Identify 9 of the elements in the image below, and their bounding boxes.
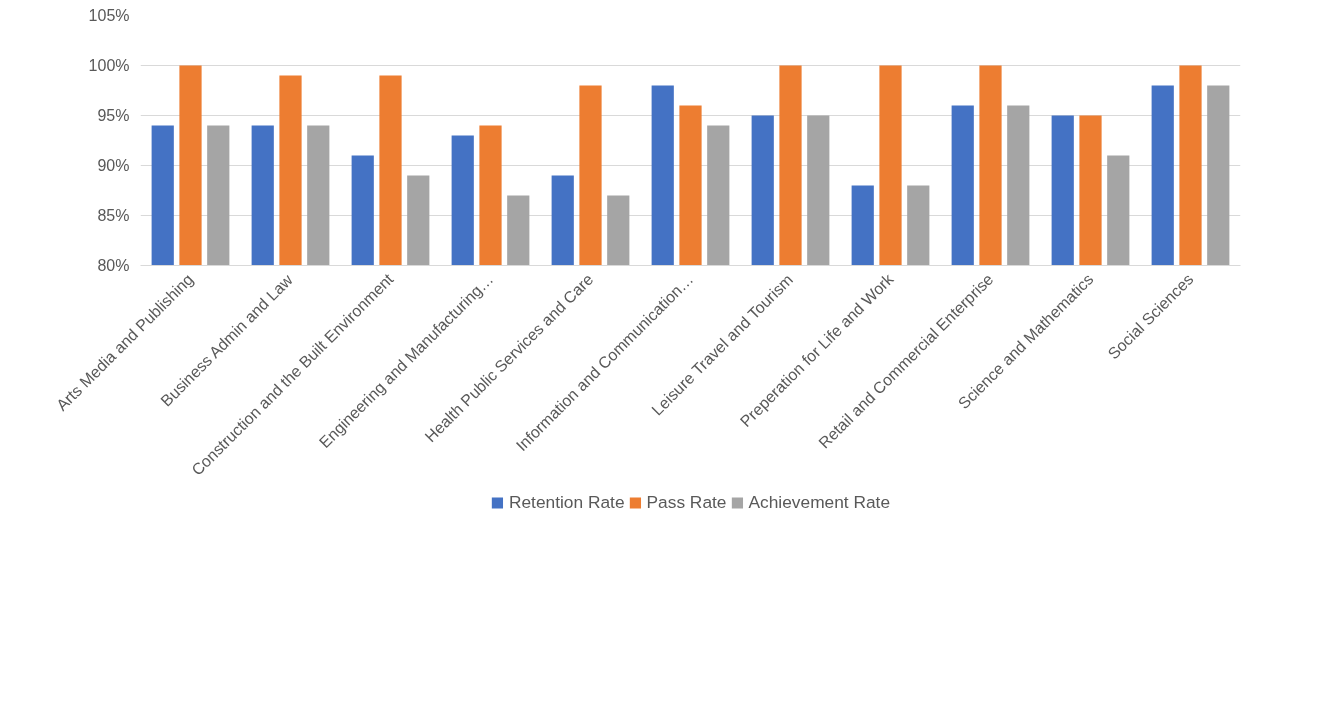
y-tick-label: 90% bbox=[97, 157, 130, 174]
y-tick-label: 95% bbox=[97, 107, 130, 124]
legend-label: Pass Rate bbox=[646, 491, 727, 513]
y-tick-label: 80% bbox=[97, 257, 130, 274]
y-tick-label: 85% bbox=[97, 207, 130, 224]
legend-label: Retention Rate bbox=[508, 491, 625, 513]
y-tick-label: 100% bbox=[88, 57, 130, 74]
legend-label: Achievement Rate bbox=[748, 491, 891, 513]
y-tick-label: 105% bbox=[88, 7, 130, 24]
